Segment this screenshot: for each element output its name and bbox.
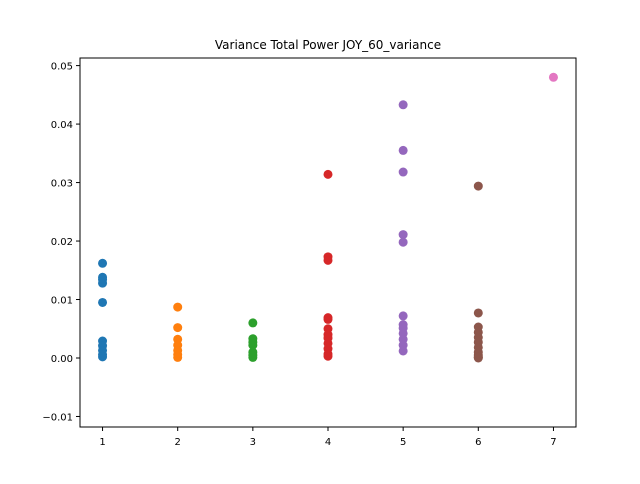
scatter-series xyxy=(473,181,483,363)
scatter-series xyxy=(323,169,333,361)
scatter-point xyxy=(248,318,258,328)
scatter-series xyxy=(548,72,558,82)
scatter-point xyxy=(323,351,333,361)
scatter-point xyxy=(98,258,108,268)
scatter-point xyxy=(173,302,183,312)
scatter-series xyxy=(98,258,108,362)
x-tick-label: 7 xyxy=(550,437,556,448)
scatter-point xyxy=(248,352,258,362)
y-tick-label: 0.01 xyxy=(51,296,73,307)
scatter-point xyxy=(98,352,108,362)
x-tick-label: 5 xyxy=(400,437,406,448)
y-tick-label: 0.03 xyxy=(51,179,73,190)
plot-area-frame xyxy=(79,57,577,428)
scatter-point xyxy=(398,346,408,356)
scatter-point xyxy=(173,352,183,362)
scatter-point xyxy=(398,167,408,177)
scatter-point xyxy=(323,255,333,265)
scatter-point xyxy=(398,230,408,240)
x-tick-label: 4 xyxy=(325,437,331,448)
x-tick-label: 3 xyxy=(250,437,256,448)
scatter-point xyxy=(398,311,408,321)
scatter-series xyxy=(248,318,258,362)
x-axis-ticks: 1 2 3 4 5 6 7 xyxy=(99,427,557,448)
scatter-point xyxy=(173,323,183,333)
scatter-point xyxy=(323,169,333,179)
y-tick-label: 0.00 xyxy=(51,354,73,365)
chart-title: Variance Total Power JOY_60_variance xyxy=(215,38,441,52)
scatter-point xyxy=(248,340,258,350)
scatter-point xyxy=(98,297,108,307)
x-tick-label: 1 xyxy=(99,437,105,448)
scatter-point xyxy=(548,72,558,82)
scatter-series xyxy=(398,100,408,356)
y-tick-label: 0.05 xyxy=(51,62,73,73)
scatter-point xyxy=(473,353,483,363)
x-tick-label: 2 xyxy=(175,437,181,448)
scatter-series xyxy=(173,302,183,362)
scatter-point xyxy=(398,237,408,247)
scatter-point xyxy=(98,278,108,288)
y-tick-label: −0.01 xyxy=(42,412,73,423)
scatter-point xyxy=(473,181,483,191)
data-points xyxy=(98,72,558,363)
scatter-point xyxy=(473,308,483,318)
scatter-point xyxy=(398,145,408,155)
y-axis-ticks: −0.01 0.00 0.01 0.02 0.03 0.04 0.05 xyxy=(42,62,80,423)
x-tick-label: 6 xyxy=(475,437,481,448)
y-tick-label: 0.02 xyxy=(51,237,73,248)
scatter-point xyxy=(323,314,333,324)
scatter-point xyxy=(398,100,408,110)
y-tick-label: 0.04 xyxy=(51,120,73,131)
